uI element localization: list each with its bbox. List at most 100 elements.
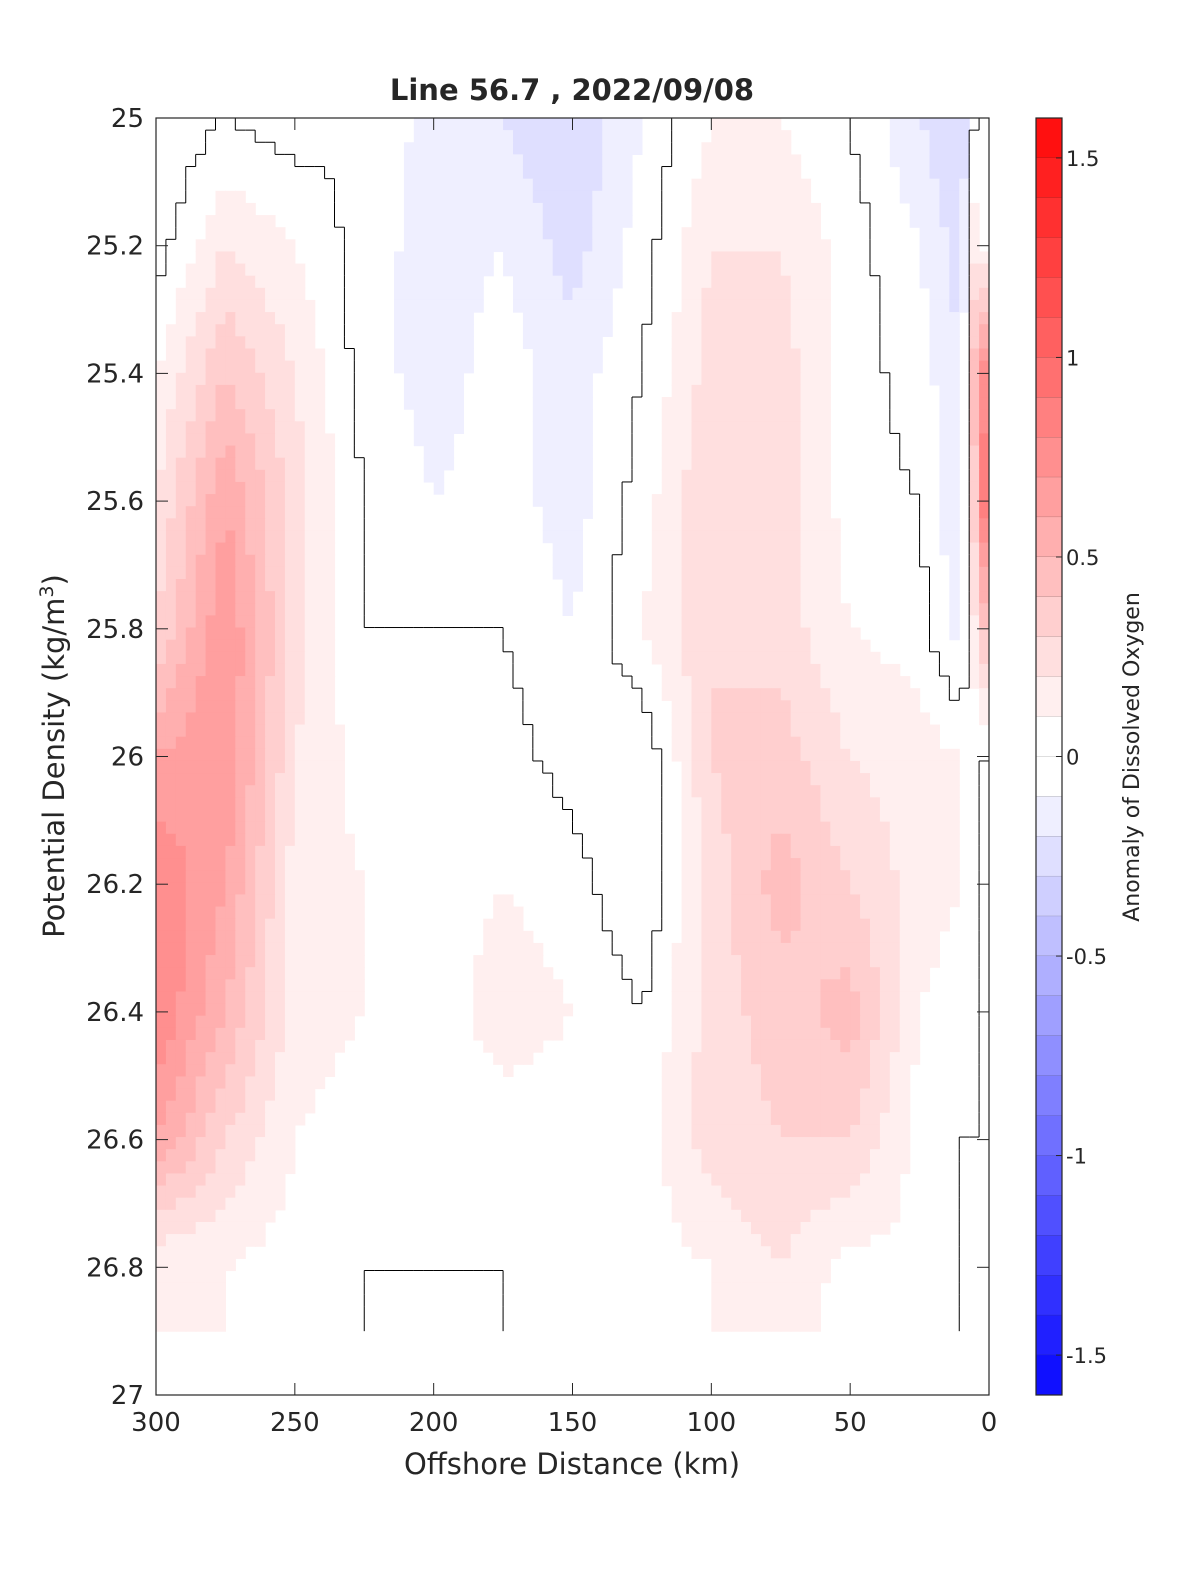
heatmap-cell: [205, 1100, 217, 1114]
heatmap-cell: [919, 809, 931, 823]
heatmap-cell: [701, 1100, 712, 1114]
heatmap-cell: [870, 785, 881, 798]
heatmap-cell: [185, 469, 197, 483]
heatmap-cell: [205, 336, 217, 350]
heatmap-cell: [820, 239, 831, 253]
heatmap-cell: [324, 1052, 336, 1065]
heatmap-cell: [721, 227, 732, 240]
heatmap-cell: [731, 663, 742, 677]
heatmap-cell: [760, 518, 772, 532]
heatmap-cell: [929, 736, 941, 750]
heatmap-cell: [612, 215, 623, 228]
heatmap-cell: [879, 870, 891, 883]
heatmap-cell: [860, 1112, 871, 1126]
heatmap-cell: [840, 1076, 851, 1090]
heatmap-cell: [681, 979, 693, 993]
heatmap-cell: [304, 542, 316, 556]
heatmap-cell: [899, 979, 911, 993]
heatmap-cell: [711, 1124, 722, 1138]
heatmap-cell: [542, 372, 554, 386]
heatmap-cell: [701, 773, 712, 786]
heatmap-cell: [215, 809, 227, 823]
heatmap-cell: [741, 1306, 752, 1320]
heatmap-cell: [760, 688, 772, 701]
heatmap-cell: [790, 724, 802, 738]
heatmap-cell: [899, 955, 911, 968]
heatmap-cell: [235, 1003, 246, 1017]
heatmap-cell: [394, 312, 405, 325]
heatmap-cell: [661, 409, 673, 422]
heatmap-cell: [304, 481, 316, 495]
heatmap-cell: [225, 348, 236, 362]
heatmap-cell: [691, 858, 703, 871]
heatmap-cell: [215, 591, 227, 604]
heatmap-cell: [532, 955, 544, 968]
heatmap-cell: [780, 506, 792, 519]
heatmap-cell: [513, 239, 524, 253]
heatmap-cell: [205, 481, 217, 495]
heatmap-cell: [324, 554, 336, 568]
heatmap-cell: [741, 1173, 752, 1187]
heatmap-cell: [760, 166, 772, 180]
heatmap-cell: [165, 1137, 177, 1150]
heatmap-cell: [691, 1161, 703, 1175]
heatmap-cell: [691, 324, 703, 337]
heatmap-cell: [889, 906, 901, 920]
heatmap-cell: [453, 118, 465, 131]
heatmap-cell: [503, 239, 514, 253]
heatmap-cell: [175, 1100, 187, 1114]
heatmap-cell: [889, 797, 901, 811]
heatmap-cell: [215, 615, 227, 629]
heatmap-cell: [582, 287, 593, 301]
heatmap-cell: [820, 1246, 831, 1259]
heatmap-cell: [185, 651, 197, 665]
heatmap-cell: [751, 227, 762, 240]
heatmap-cell: [245, 930, 256, 944]
heatmap-cell: [889, 700, 901, 714]
heatmap-cell: [165, 518, 177, 532]
heatmap-cell: [770, 1185, 782, 1199]
heatmap-cell: [780, 773, 792, 786]
heatmap-cell: [185, 773, 197, 786]
heatmap-cell: [770, 651, 782, 665]
heatmap-cell: [433, 263, 445, 277]
heatmap-cell: [156, 530, 167, 544]
heatmap-cell: [979, 421, 989, 435]
heatmap-cell: [235, 421, 246, 435]
heatmap-cell: [780, 1185, 792, 1199]
heatmap-cell: [294, 639, 306, 653]
heatmap-cell: [741, 724, 752, 738]
heatmap-cell: [195, 942, 207, 956]
heatmap-cell: [850, 676, 861, 689]
heatmap-cell: [255, 469, 266, 483]
heatmap-cell: [235, 579, 246, 592]
heatmap-cell: [820, 955, 831, 968]
heatmap-cell: [255, 809, 266, 823]
heatmap-cell: [503, 1003, 514, 1017]
heatmap-cell: [760, 239, 772, 253]
heatmap-cell: [255, 312, 266, 325]
heatmap-cell: [860, 918, 871, 932]
heatmap-cell: [760, 251, 772, 265]
heatmap-cell: [344, 870, 355, 883]
heatmap-cell: [225, 263, 236, 277]
heatmap-cell: [205, 1294, 217, 1308]
heatmap-cell: [205, 870, 217, 883]
heatmap-cell: [433, 166, 445, 180]
heatmap-cell: [235, 979, 246, 993]
heatmap-cell: [721, 688, 732, 701]
heatmap-cell: [215, 651, 227, 665]
heatmap-cell: [760, 942, 772, 956]
heatmap-cell: [503, 991, 514, 1005]
heatmap-cell: [751, 1124, 762, 1138]
heatmap-cell: [175, 518, 187, 532]
heatmap-cell: [235, 336, 246, 350]
heatmap-cell: [572, 518, 584, 532]
heatmap-cell: [929, 287, 941, 301]
heatmap-cell: [760, 785, 772, 798]
heatmap-cell: [889, 118, 901, 131]
heatmap-cell: [651, 627, 663, 641]
heatmap-cell: [284, 1149, 296, 1162]
heatmap-cell: [741, 1015, 752, 1029]
heatmap-cell: [165, 639, 177, 653]
